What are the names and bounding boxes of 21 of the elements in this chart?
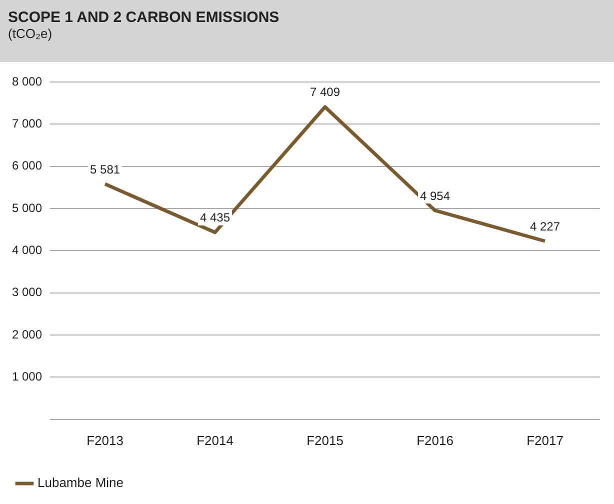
y-tick-label: 1 000 [12,370,42,384]
data-label: 5 581 [90,162,120,176]
y-tick-label: 3 000 [12,285,42,300]
x-tick-label: F2013 [86,432,124,448]
legend-label: Lubambe Mine [38,475,124,490]
chart-title: SCOPE 1 AND 2 CARBON EMISSIONS [8,9,280,26]
y-tick-label: 8 000 [12,74,42,88]
data-label: 4 227 [530,219,560,234]
x-tick-label: F2014 [196,432,234,448]
data-label: 7 409 [310,85,340,100]
x-tick-label: F2015 [306,432,344,448]
chart-subtitle: (tCO₂e) [8,26,54,41]
y-tick-label: 7 000 [12,116,42,130]
y-tick-label: 4 000 [12,243,42,258]
data-label: 4 435 [200,210,230,225]
y-tick-label: 2 000 [12,327,42,342]
data-label: 4 954 [420,188,450,203]
y-tick-label: 5 000 [12,200,42,215]
x-tick-label: F2017 [526,432,564,448]
y-tick-label: 6 000 [12,158,42,173]
x-tick-label: F2016 [416,432,454,448]
